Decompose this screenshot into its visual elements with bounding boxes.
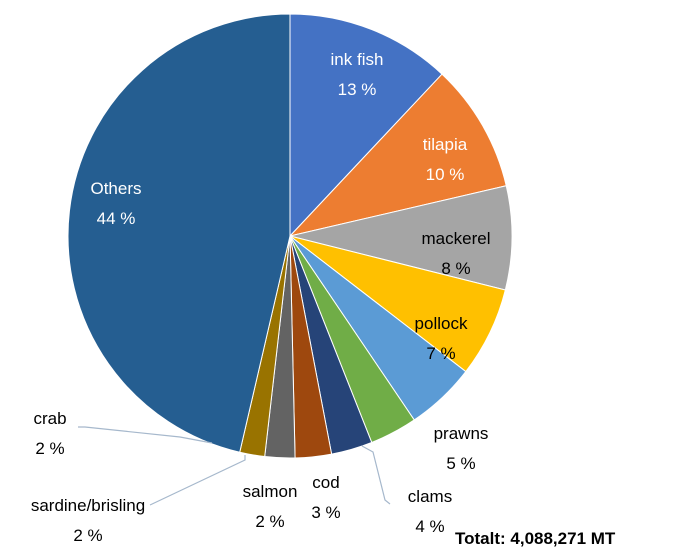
pie-slices	[67, 13, 513, 459]
pie-slice-tilapia	[288, 73, 507, 237]
slice-labels: ink fish 13 % tilapia 10 % mackerel 8 % polloc…	[31, 50, 491, 545]
pie-slice-mackerel	[289, 185, 513, 291]
slice-name-label: clams	[408, 487, 452, 506]
slice-percent-label: 3 %	[311, 503, 340, 522]
slice-name-label: ink fish	[331, 50, 384, 69]
leader-line	[149, 455, 246, 506]
pie-slice-others	[67, 13, 291, 453]
slice-percent-label: 5 %	[446, 454, 475, 473]
total-label: Totalt: 4,088,271 MT	[455, 529, 616, 548]
slice-name-label: Others	[90, 179, 141, 198]
slice-percent-label: 2 %	[73, 526, 102, 545]
slice-name-label: prawns	[434, 424, 489, 443]
slice-percent-label: 13 %	[338, 80, 377, 99]
slice-percent-label: 44 %	[97, 209, 136, 228]
slice-name-label: sardine/brisling	[31, 496, 145, 515]
slice-name-label: tilapia	[423, 135, 468, 154]
slice-percent-label: 2 %	[255, 512, 284, 531]
slice-percent-label: 2 %	[35, 439, 64, 458]
slice-percent-label: 4 %	[415, 517, 444, 536]
slice-name-label: crab	[33, 409, 66, 428]
slice-name-label: mackerel	[422, 229, 491, 248]
leader-line	[78, 426, 213, 444]
slice-name-label: cod	[312, 473, 339, 492]
slice-name-label: pollock	[415, 314, 468, 333]
leader-line	[361, 445, 391, 505]
slice-percent-label: 7 %	[426, 344, 455, 363]
slice-percent-label: 8 %	[441, 259, 470, 278]
slice-name-label: salmon	[243, 482, 298, 501]
pie-slice-ink-fish	[289, 13, 443, 238]
leader-lines	[78, 426, 391, 506]
slice-percent-label: 10 %	[426, 165, 465, 184]
